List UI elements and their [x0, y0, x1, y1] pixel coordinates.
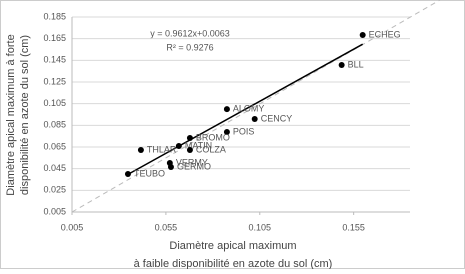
- point: [175, 143, 182, 150]
- x-tick-label: 0.055: [155, 222, 178, 232]
- point-label: CENCY: [261, 113, 293, 123]
- point-label: ALOMY: [233, 103, 265, 113]
- trendline-equation: y = 0.9612x+0.0063: [150, 28, 230, 38]
- x-axis-title: Diamètre apical maximum: [169, 240, 296, 252]
- y-tick-label: 0.025: [43, 185, 66, 195]
- y-tick-label: 0.085: [43, 120, 66, 130]
- y-tick-label: 0.105: [43, 98, 66, 108]
- x-axis-title: à faible disponibilité en azote du sol (…: [134, 258, 333, 269]
- y-tick-label: 0.065: [43, 141, 66, 151]
- point-label: BLL: [348, 59, 364, 69]
- point: [186, 147, 193, 154]
- point-label: COLZA: [196, 144, 226, 154]
- point: [338, 61, 345, 68]
- point: [359, 31, 366, 38]
- point-label: THLAR: [147, 144, 177, 154]
- y-tick-label: 0.045: [43, 163, 66, 173]
- point-label: TEUBO: [134, 168, 165, 178]
- point: [137, 147, 144, 154]
- x-tick-label: 0.105: [249, 222, 272, 232]
- point-label: BROMO: [196, 132, 230, 142]
- y-tick-label: 0.005: [43, 206, 66, 216]
- point-label: ECHEG: [369, 29, 401, 39]
- y-axis-title: disponibilité en azote du sol (cm): [19, 35, 31, 195]
- point-label: MATIN: [185, 140, 212, 150]
- identity-line: [71, 0, 441, 213]
- point-label: VERMY: [176, 157, 208, 167]
- trendline-r2: R² = 0.9276: [166, 42, 213, 52]
- y-tick-label: 0.185: [43, 11, 66, 21]
- x-tick-label: 0.155: [342, 222, 365, 232]
- point-label: GERMO: [177, 161, 211, 171]
- trendline: [127, 43, 364, 176]
- point: [186, 135, 193, 142]
- point: [251, 116, 258, 123]
- point-label: POIS: [233, 126, 255, 136]
- x-tick-label: 0.005: [61, 222, 84, 232]
- y-axis-title: Diamètre apical maximum à forte: [5, 34, 17, 195]
- point: [223, 106, 230, 113]
- y-tick-label: 0.165: [43, 33, 66, 43]
- point: [167, 164, 174, 171]
- point: [124, 170, 131, 177]
- y-tick-label: 0.125: [43, 76, 66, 86]
- point: [223, 129, 230, 136]
- y-tick-label: 0.145: [43, 55, 66, 65]
